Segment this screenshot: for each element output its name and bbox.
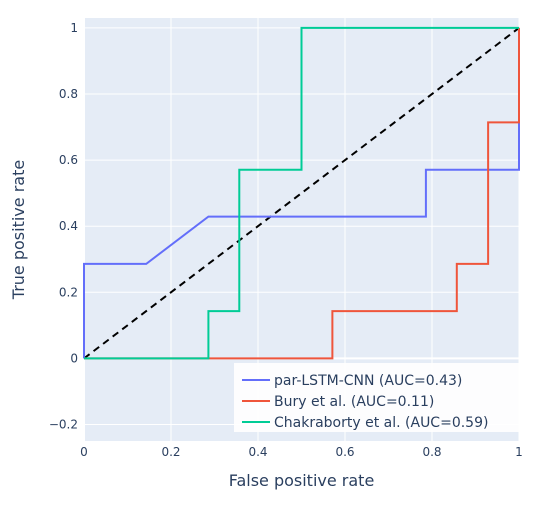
series-line-3 [84, 26, 519, 360]
x-tick-label: 0.6 [335, 445, 354, 459]
x-tick-label: 1 [515, 445, 523, 459]
y-tick-labels: −0.2 0 0.2 0.4 0.6 0.8 1 [49, 21, 78, 432]
y-tick-label: 0 [70, 351, 78, 365]
y-tick-label: 0.6 [59, 153, 78, 167]
series-line-2 [84, 27, 520, 360]
y-tick-label: 0.8 [59, 87, 78, 101]
x-tick-label: 0.2 [161, 445, 180, 459]
y-tick-label: 1 [70, 21, 78, 35]
legend-box [234, 363, 525, 432]
y-tick-label: 0.2 [59, 285, 78, 299]
x-tick-labels: 0 0.2 0.4 0.6 0.8 1 [80, 445, 523, 459]
x-axis-title: False positive rate [229, 471, 375, 490]
legend-label[interactable]: par-LSTM-CNN (AUC=0.43) [274, 373, 462, 389]
y-axis-title: True positive rate [9, 160, 28, 300]
legend-label[interactable]: Bury et al. (AUC=0.11) [274, 394, 434, 410]
series-line-1 [83, 27, 520, 359]
x-tick-label: 0 [80, 445, 88, 459]
x-tick-label: 0.4 [248, 445, 267, 459]
legend: par-LSTM-CNN (AUC=0.43) Bury et al. (AUC=… [234, 363, 525, 432]
y-tick-label: 0.4 [59, 219, 78, 233]
x-tick-label: 0.8 [422, 445, 441, 459]
y-tick-label: −0.2 [49, 417, 78, 431]
series-layer [83, 26, 520, 360]
legend-label[interactable]: Chakraborty et al. (AUC=0.59) [274, 415, 488, 431]
